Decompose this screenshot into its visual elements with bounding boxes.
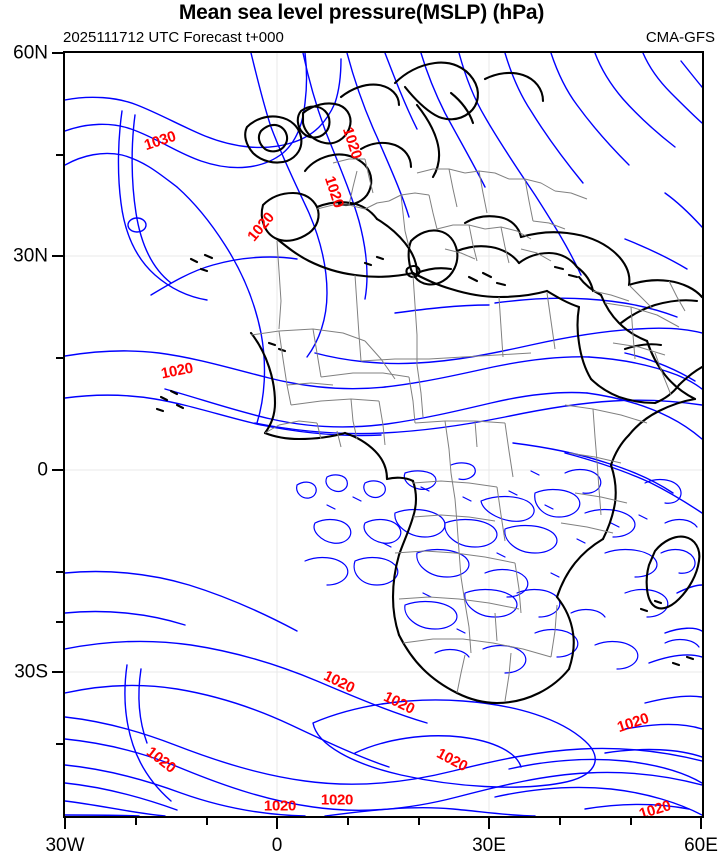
x-label-60e: 60E xyxy=(684,835,718,856)
x-tick-50e xyxy=(630,816,632,825)
y-tick-60n xyxy=(52,52,65,54)
map-canvas: 1030 1020 1020 1020 1020 1020 1020 1020 1020 1020… xyxy=(65,53,702,816)
y-label-30n: 30N xyxy=(13,245,48,267)
x-tick-10w xyxy=(206,816,208,825)
coastlines xyxy=(155,61,702,705)
y-label-30s: 30S xyxy=(14,661,48,683)
y-tick-15s xyxy=(56,571,65,573)
x-tick-30w xyxy=(64,816,66,829)
x-tick-10e xyxy=(347,816,349,825)
map-plot-area: 1030 1020 1020 1020 1020 1020 1020 1020 1020 1020… xyxy=(13,44,718,856)
isobar-contours xyxy=(65,53,702,816)
x-label-0: 0 xyxy=(271,835,283,856)
y-label-0: 0 xyxy=(37,459,48,481)
y-tick-35s xyxy=(56,743,65,745)
x-tick-0 xyxy=(276,816,278,829)
chart-subtitle: 2025111712 UTC Forecast t+000 xyxy=(63,29,284,46)
x-tick-20e xyxy=(418,816,420,825)
chart-title: Mean sea level pressure(MSLP) (hPa) xyxy=(178,1,545,24)
y-tick-22s xyxy=(56,621,65,623)
y-label-60n: 60N xyxy=(13,42,48,64)
y-tick-45n xyxy=(56,154,65,156)
x-tick-30e xyxy=(488,816,490,829)
x-tick-60e xyxy=(700,816,702,829)
x-tick-40e xyxy=(559,816,561,825)
model-source-label: CMA-GFS xyxy=(645,29,715,46)
x-label-30e: 30E xyxy=(472,835,506,856)
y-tick-0 xyxy=(52,469,65,471)
x-label-30w: 30W xyxy=(45,835,85,856)
contour-label: 1020 xyxy=(263,797,297,815)
x-tick-20w xyxy=(135,816,137,825)
contour-label: 1020 xyxy=(320,791,354,809)
y-tick-30s xyxy=(52,671,65,673)
y-tick-15n xyxy=(56,357,65,359)
graticule-lines xyxy=(65,53,702,816)
country-borders xyxy=(250,158,686,702)
y-tick-30n xyxy=(52,255,65,257)
map-graphics xyxy=(65,53,702,816)
